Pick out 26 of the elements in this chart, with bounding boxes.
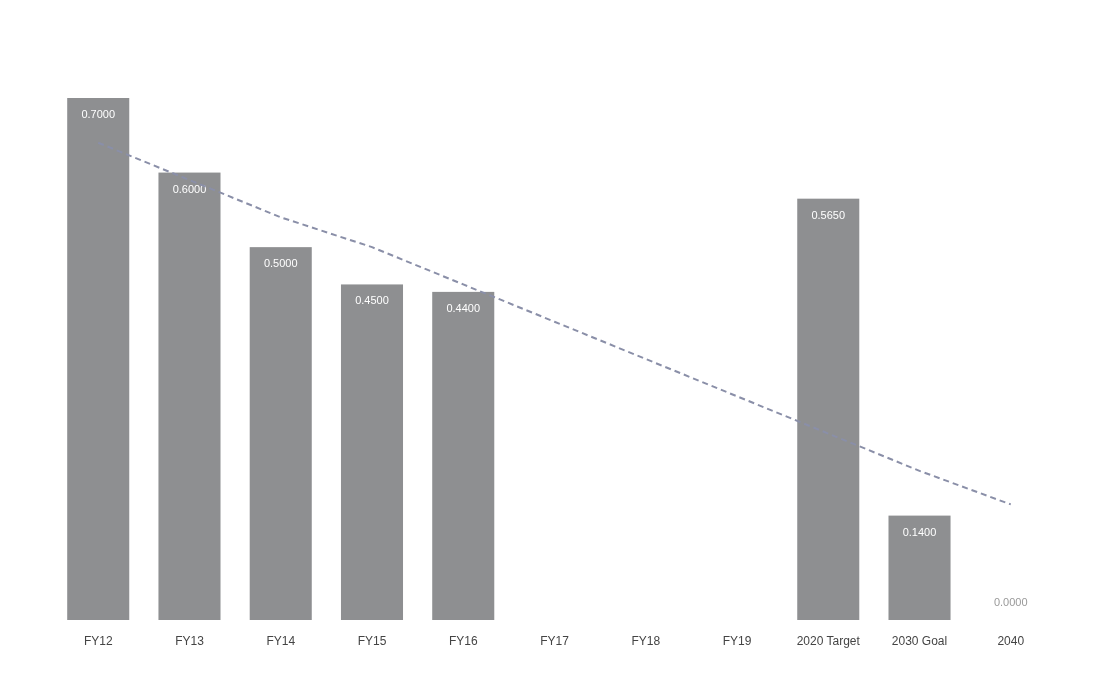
x-tick-label: FY16 <box>448 634 478 648</box>
data-label: 0.4500 <box>355 294 389 307</box>
x-tick-label: FY15 <box>357 634 387 648</box>
x-tick-label: 2020 Target <box>796 634 861 648</box>
data-label: 0.4400 <box>446 301 481 314</box>
x-tick-label: FY17 <box>540 634 570 648</box>
x-tick-label: FY18 <box>631 634 661 648</box>
data-label: 0.0000 <box>993 596 1028 608</box>
data-label: 0.7000 <box>81 108 116 120</box>
x-tick-label: FY14 <box>266 634 296 648</box>
bar <box>340 284 404 620</box>
data-label: 0.1400 <box>902 525 937 538</box>
bar <box>797 198 860 620</box>
data-label: 0.6000 <box>172 182 207 195</box>
x-tick-label: FY12 <box>83 634 113 648</box>
bar <box>249 247 312 620</box>
bar <box>67 98 130 620</box>
bar <box>158 172 221 620</box>
bar <box>432 291 495 620</box>
bar <box>888 515 951 620</box>
x-tick-label: FY19 <box>722 634 752 648</box>
x-tick-label: FY13 <box>175 634 205 648</box>
x-tick-label: 2030 Goal <box>891 634 948 648</box>
data-label: 0.5000 <box>263 257 298 270</box>
data-label: 0.5650 <box>811 208 846 221</box>
x-tick-label: 2040 <box>997 634 1025 648</box>
